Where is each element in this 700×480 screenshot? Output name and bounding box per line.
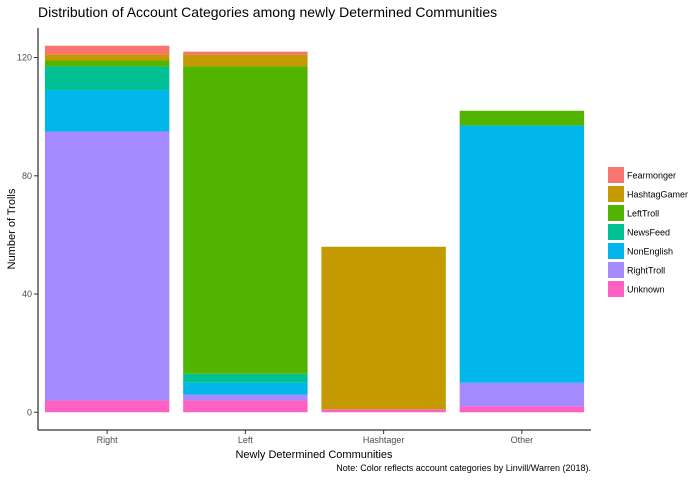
plot-area xyxy=(44,45,585,413)
bar-left-lefttroll xyxy=(183,66,308,374)
legend-swatch-righttroll xyxy=(608,262,624,278)
legend-label-unknown: Unknown xyxy=(627,285,665,295)
legend-label-fearmonger: Fearmonger xyxy=(627,171,676,181)
bar-left-nonenglish xyxy=(183,382,308,395)
legend-label-nonenglish: NonEnglish xyxy=(627,247,673,257)
x-tick-label-right: Right xyxy=(97,435,119,445)
legend: Fearmonger HashtagGamer LeftTroll NewsFeed N… xyxy=(608,167,688,297)
bar-left-unknown xyxy=(183,400,308,413)
x-tick-label-left: Left xyxy=(238,435,254,445)
legend-swatch-nonenglish xyxy=(608,243,624,259)
legend-swatch-unknown xyxy=(608,281,624,297)
x-tick-label-other: Other xyxy=(511,435,534,445)
legend-label-lefttroll: LeftTroll xyxy=(627,209,659,219)
legend-swatch-lefttroll xyxy=(608,205,624,221)
bar-right-righttroll xyxy=(44,131,170,401)
bar-other-righttroll xyxy=(459,382,585,407)
x-axis: Right Left Hashtager Other xyxy=(38,429,591,445)
legend-swatch-fearmonger xyxy=(608,167,624,183)
legend-label-newsfeed: NewsFeed xyxy=(627,228,670,238)
legend-label-hashtaggamer: HashtagGamer xyxy=(627,190,688,200)
y-tick-label: 120 xyxy=(17,53,32,63)
y-axis: 0 40 80 120 xyxy=(17,28,39,430)
bar-hashtager-hashtaggamer xyxy=(321,246,446,410)
bar-left-newsfeed xyxy=(183,373,308,383)
legend-swatch-hashtaggamer xyxy=(608,186,624,202)
bar-right-hashtaggamer xyxy=(44,54,170,61)
bar-other-nonenglish xyxy=(459,125,585,383)
bar-right-nonenglish xyxy=(44,90,170,132)
legend-label-righttroll: RightTroll xyxy=(627,266,665,276)
chart-title: Distribution of Account Categories among… xyxy=(38,4,497,20)
bar-right-fearmonger xyxy=(44,45,170,55)
bar-left-hashtaggamer xyxy=(183,54,308,67)
bar-left-fearmonger xyxy=(183,51,308,55)
bar-left-righttroll xyxy=(183,394,308,401)
bar-right-newsfeed xyxy=(44,66,170,91)
bar-other-unknown xyxy=(459,406,585,413)
chart-caption: Note: Color reflects account categories … xyxy=(336,463,591,473)
y-axis-title: Number of Trolls xyxy=(6,188,18,269)
y-tick-label: 0 xyxy=(27,407,32,417)
x-axis-title: Newly Determined Communities xyxy=(235,449,393,461)
bar-other-lefttroll xyxy=(459,110,585,126)
x-tick-label-hashtager: Hashtager xyxy=(363,435,405,445)
y-tick-label: 80 xyxy=(22,171,32,181)
legend-swatch-newsfeed xyxy=(608,224,624,240)
bar-right-unknown xyxy=(44,400,170,413)
y-tick-label: 40 xyxy=(22,289,32,299)
bar-hashtager-unknown xyxy=(321,409,446,413)
bar-right-lefttroll xyxy=(44,60,170,67)
